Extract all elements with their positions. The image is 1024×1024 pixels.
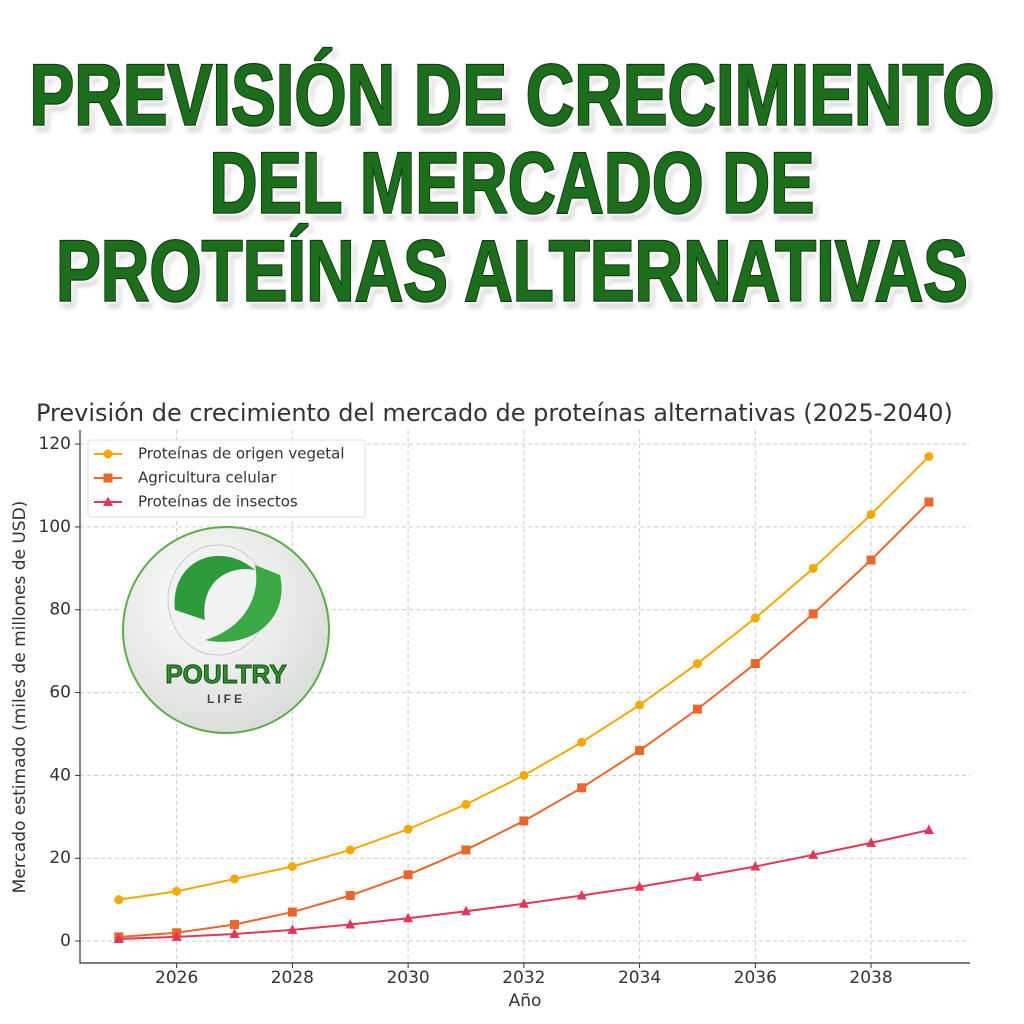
marker <box>229 928 240 939</box>
marker <box>866 509 876 519</box>
logo: POULTRY LIFE <box>122 526 330 734</box>
banner-line: PREVISIÓN DE CRECIMIENTO <box>30 48 995 144</box>
legend-label: Proteínas de insectos <box>138 493 298 511</box>
marker <box>692 704 702 714</box>
marker <box>808 563 818 573</box>
marker <box>345 918 356 929</box>
marker <box>114 895 124 905</box>
x-tick-label: 2038 <box>849 968 892 988</box>
x-tick-label: 2034 <box>618 968 661 988</box>
marker <box>103 473 113 483</box>
marker <box>287 924 298 934</box>
legend: Proteínas de origen vegetal Agricultura c… <box>87 439 366 518</box>
marker <box>103 496 113 506</box>
legend-box <box>87 439 366 518</box>
marker <box>808 849 819 859</box>
marker <box>635 746 645 756</box>
marker <box>808 609 818 619</box>
x-tick-label: 2036 <box>734 968 777 988</box>
marker <box>692 871 703 881</box>
x-tick-label: 2030 <box>386 968 429 988</box>
x-tick-label: 2026 <box>155 968 198 988</box>
x-axis-label: Año <box>509 991 542 1011</box>
legend-label: Proteínas de origen vegetal <box>138 445 345 463</box>
marker <box>345 890 355 900</box>
marker <box>461 845 471 855</box>
marker <box>750 659 760 669</box>
marker <box>923 824 934 835</box>
marker <box>866 837 877 847</box>
axis <box>79 430 970 964</box>
banner-line: DEL MERCADO DE <box>210 136 815 232</box>
marker <box>866 555 876 565</box>
marker <box>635 700 645 710</box>
marker <box>577 783 587 793</box>
marker <box>924 452 934 462</box>
x-tick-label: 2028 <box>271 968 314 988</box>
marker <box>750 613 760 623</box>
marker <box>403 824 413 834</box>
marker <box>750 861 761 871</box>
banner-line: PROTEÍNAS ALTERNATIVAS <box>56 224 968 320</box>
y-tick-label: 100 <box>39 517 71 537</box>
x-tick-label: 2032 <box>502 968 545 988</box>
legend-label: Agricultura celular <box>138 469 277 487</box>
marker <box>692 659 702 669</box>
marker <box>518 898 529 908</box>
marker <box>172 886 182 896</box>
chart-title: Previsión de crecimiento del mercado de … <box>36 399 953 427</box>
marker <box>230 919 240 929</box>
marker <box>576 889 587 900</box>
marker <box>230 874 240 884</box>
logo-leaf <box>205 565 282 642</box>
marker <box>287 907 297 917</box>
marker <box>461 799 471 809</box>
logo-leaf <box>174 555 255 620</box>
y-tick-label: 20 <box>49 848 71 868</box>
logo-name: POULTRY <box>165 659 286 689</box>
marker <box>345 845 355 855</box>
y-tick-label: 80 <box>49 600 71 620</box>
y-tick-label: 40 <box>49 765 71 785</box>
marker <box>460 905 471 916</box>
marker <box>577 737 587 747</box>
marker <box>519 816 529 826</box>
marker <box>113 933 124 943</box>
marker <box>519 770 529 780</box>
marker <box>403 912 414 923</box>
marker <box>287 862 297 872</box>
y-tick-label: 0 <box>60 931 71 951</box>
y-axis-label: Mercado estimado (miles de millones de U… <box>10 501 30 894</box>
logo-sub: LIFE <box>207 692 245 706</box>
marker <box>171 931 182 941</box>
marker <box>103 449 113 459</box>
y-tick-label: 60 <box>49 683 71 703</box>
marker <box>924 497 934 507</box>
marker <box>403 870 413 880</box>
marker <box>634 881 645 891</box>
plot-area: 0 20 40 60 80 100 120 2026 2028 2030 2032 2034 2036 2… <box>39 430 970 988</box>
y-tick-label: 120 <box>39 434 71 454</box>
